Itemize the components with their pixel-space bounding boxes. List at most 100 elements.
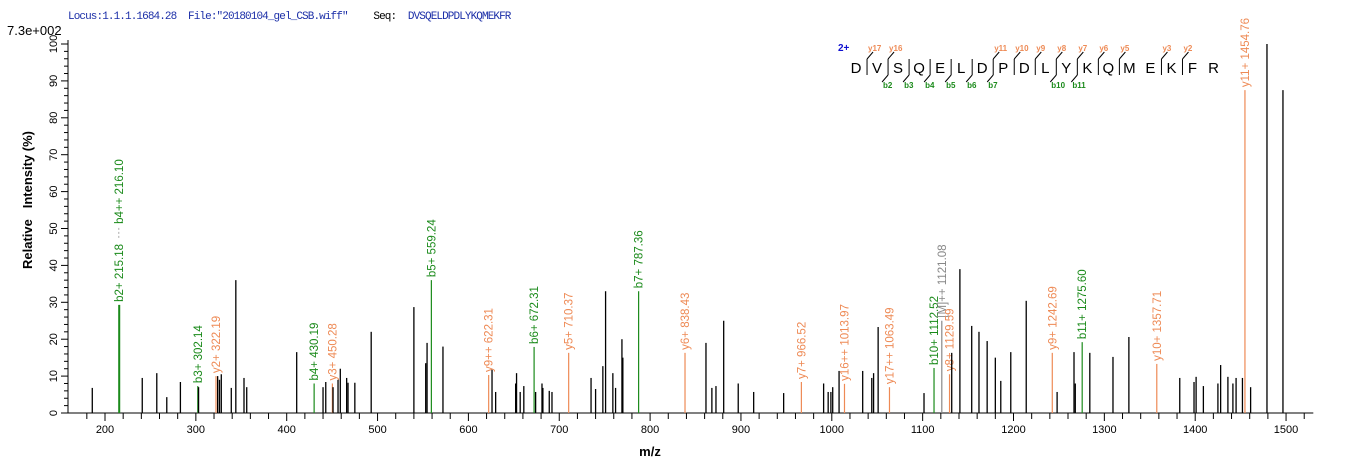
y-ion-label: y7 [1078, 44, 1087, 53]
peak-label: [M]++ 1121.08 [937, 244, 949, 317]
residue: D [851, 60, 862, 77]
peak-label: y3+ 450.28 [327, 323, 339, 380]
residue: P [998, 60, 1008, 77]
y-cleavage-tick [1182, 51, 1189, 60]
x-tick-label: 600 [459, 424, 477, 436]
y-tick-label: 0 [48, 410, 60, 416]
residue: K [1166, 60, 1176, 77]
residue: R [1208, 60, 1219, 77]
peak-label: b2+ 215.18 [114, 244, 126, 302]
peak-label: b11+ 1275.60 [1077, 269, 1089, 339]
residue: Q [1103, 60, 1115, 77]
peak-label: b3+ 302.14 [193, 325, 205, 383]
peak-label: b7+ 787.36 [634, 230, 646, 288]
peak-label: b5+ 559.24 [426, 219, 438, 277]
y-ion-label: y8 [1057, 44, 1066, 53]
y-cleavage-tick [1013, 51, 1021, 60]
seq-value: DVSQELDPDLYKQMEKFR [408, 11, 512, 23]
b-ion-label: b5 [946, 81, 956, 90]
y-axis-title: Relative Intensity (%) [20, 131, 35, 269]
y-tick-label: 50 [48, 222, 60, 234]
residue: V [872, 60, 882, 77]
y-tick-label: 80 [48, 112, 60, 124]
y-cleavage-tick [1097, 51, 1105, 60]
locus-text: Locus:1.1.1.1684.28 [68, 11, 177, 23]
residue: D [977, 60, 988, 77]
peak-label: y11+ 1454.76 [1240, 18, 1252, 87]
y-tick-label: 40 [48, 259, 60, 271]
x-tick-label: 200 [96, 424, 114, 436]
y-cleavage-tick [1161, 51, 1168, 60]
y-tick-label: 20 [48, 333, 60, 345]
b-ion-label: b7 [988, 81, 998, 90]
y-tick-label: 90 [48, 75, 60, 87]
residue: E [935, 60, 945, 77]
x-tick-label: 500 [368, 424, 386, 436]
b-ion-label: b2 [883, 81, 893, 90]
x-tick-label: 1300 [1092, 424, 1116, 436]
y-cleavage-tick [866, 51, 874, 60]
b-ion-label: b10 [1051, 81, 1065, 90]
x-tick-label: 1000 [820, 424, 844, 436]
residue: Y [1061, 60, 1071, 77]
y-ion-label: y17 [868, 44, 882, 53]
y-cleavage-tick [1119, 51, 1126, 60]
residue: D [1019, 60, 1030, 77]
peak-label: y16++ 1013.97 [839, 304, 851, 381]
peak-label: b6+ 672.31 [529, 286, 541, 344]
b-cleavage-tick [1049, 74, 1057, 83]
residue: M [1123, 60, 1136, 77]
x-tick-label: 1400 [1183, 424, 1207, 436]
residue: E [1145, 60, 1155, 77]
y-tick-label: 10 [48, 370, 60, 382]
peak-label: y6+ 838.43 [680, 293, 692, 350]
y-ion-label: y5 [1120, 44, 1129, 53]
b-cleavage-tick [881, 74, 889, 83]
y-cleavage-tick [992, 51, 1000, 60]
b-cleavage-tick [902, 74, 910, 83]
y-cleavage-tick [1076, 51, 1084, 60]
b-ion-label: b3 [904, 81, 914, 90]
file-text: File:"20180104_gel_CSB.wiff" [188, 11, 348, 23]
peak-label: y2+ 322.19 [211, 316, 223, 373]
axes: 0 10 20 30 40 50 60 70 80 90 100 200 300 400 500 600 700… [48, 35, 1314, 436]
header-title: Locus:1.1.1.1684.28 File:"20180104_gel_C… [68, 11, 512, 23]
y-tick-label: 60 [48, 185, 60, 197]
x-tick-label: 400 [278, 424, 296, 436]
x-tick-label: 1100 [911, 424, 935, 436]
residue: S [893, 60, 903, 77]
peak-label: b10+ 1112.52 [929, 296, 941, 365]
seq-label: Seq: [373, 11, 396, 23]
x-tick-label: 900 [732, 424, 750, 436]
y-ion-label: y16 [889, 44, 903, 53]
y-ion-label: y10 [1015, 44, 1029, 53]
peak-label: y5+ 710.37 [564, 293, 576, 350]
x-tick-label: 1200 [1001, 424, 1025, 436]
y-ion-label: y6 [1099, 44, 1108, 53]
y-ion-label: y2 [1183, 44, 1192, 53]
y-cleavage-tick [887, 51, 895, 60]
x-tick-label: 300 [187, 424, 205, 436]
x-axis-title: m/z [639, 444, 661, 459]
peak-label: y17++ 1063.49 [884, 307, 896, 384]
charge-state: 2+ [838, 43, 850, 54]
y-ion-label: y9 [1036, 44, 1045, 53]
b-cleavage-tick [965, 74, 973, 83]
x-tick-label: 1500 [1274, 424, 1298, 436]
residue: F [1188, 60, 1197, 77]
residue: K [1082, 60, 1092, 77]
y-ion-label: y11 [994, 44, 1007, 53]
x-tick-label: 800 [641, 424, 659, 436]
b-cleavage-tick [923, 74, 931, 83]
peak-label: y7+ 966.52 [796, 322, 808, 379]
peaks: b2+ 215.18 b4++ 216.10 b3+ 302.14 y2+ 322.1… [91, 18, 1284, 413]
peak-label: b4+ 430.19 [309, 323, 321, 381]
peak-label: y10+ 1357.71 [1152, 291, 1164, 361]
residue: L [1041, 60, 1049, 77]
b-cleavage-tick [986, 74, 994, 83]
peak-label: y9++ 622.31 [484, 308, 496, 372]
y-tick-label: 100 [48, 35, 60, 53]
y-cleavage-tick [1034, 51, 1042, 60]
peak-label: y9+ 1242.69 [1047, 286, 1059, 350]
